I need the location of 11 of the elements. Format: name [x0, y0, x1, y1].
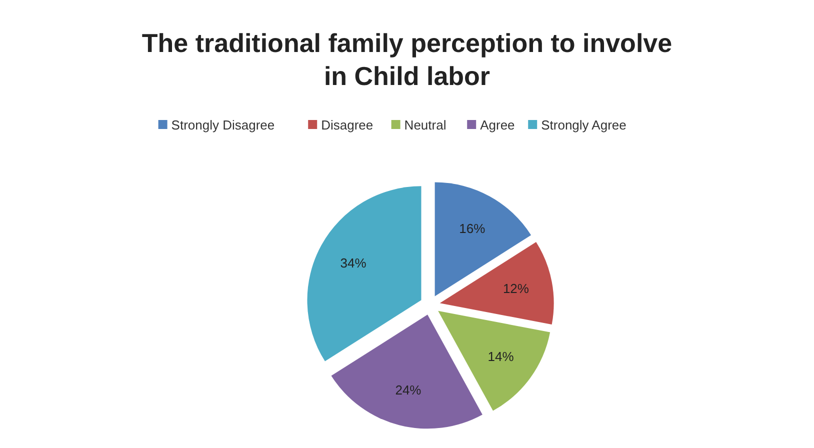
- legend-label: Agree: [480, 118, 515, 132]
- data-label: 12%: [502, 281, 530, 296]
- legend-label: Strongly Disagree: [171, 118, 275, 132]
- data-label: 34%: [340, 255, 367, 270]
- chart-title: The traditional family perception to involve in Child labor: [142, 28, 672, 91]
- data-label: 16%: [459, 220, 486, 236]
- legend-label: Strongly Agree: [541, 118, 626, 132]
- data-label: 14%: [488, 348, 514, 364]
- legend-label: Neutral: [404, 118, 446, 132]
- data-label: 24%: [395, 382, 422, 398]
- legend-label: Disagree: [321, 118, 374, 132]
